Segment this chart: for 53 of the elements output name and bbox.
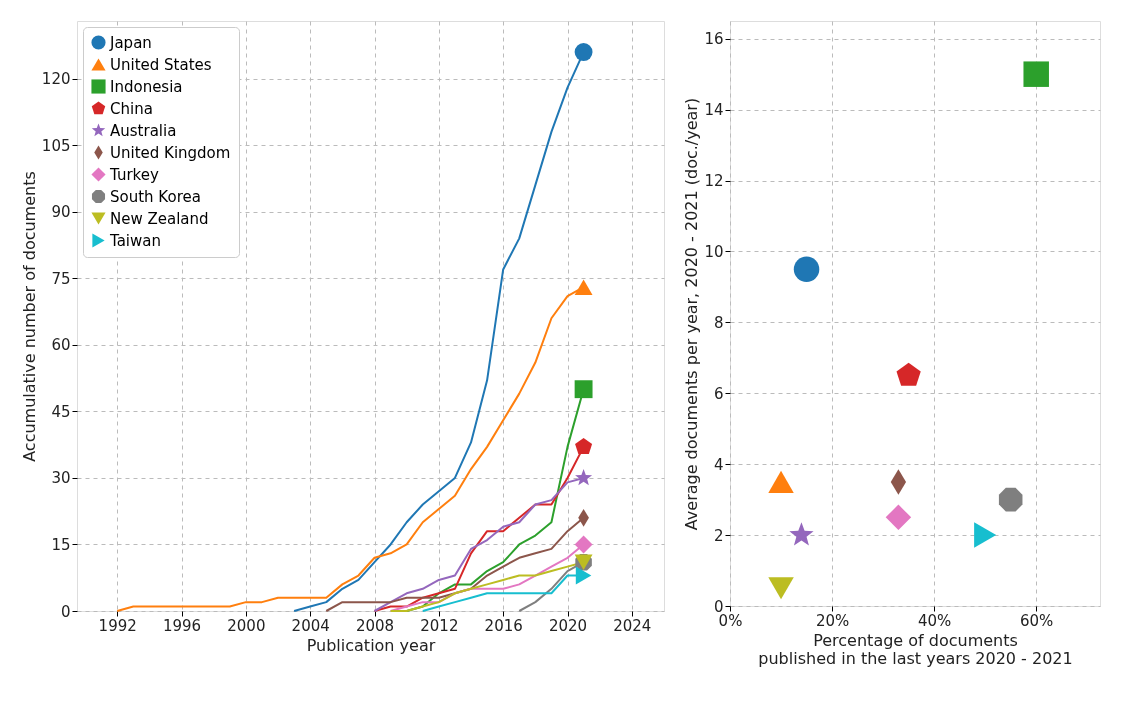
x-tick-label: 2000	[227, 616, 266, 635]
point	[768, 577, 794, 600]
y-tick-label: 30	[51, 469, 71, 488]
point	[793, 256, 820, 282]
point	[1023, 61, 1049, 87]
y-axis-title: Accumulative number of documents	[19, 171, 39, 462]
y-tick-label: 10	[704, 242, 724, 261]
y-tick-label: 4	[713, 455, 724, 474]
x-tick-label: 1996	[162, 616, 202, 635]
point	[885, 504, 912, 531]
y-tick-label: 60	[51, 336, 71, 355]
legend-label: South Korea	[110, 187, 201, 206]
x-tick-label: 1992	[98, 616, 137, 635]
x-tick-label: 2020	[548, 616, 588, 635]
x-tick-label: 20%	[815, 611, 850, 630]
legend-label: United States	[110, 55, 212, 74]
x-tick-label: 2012	[420, 616, 459, 635]
point	[998, 487, 1023, 512]
x-tick-label: 40%	[917, 611, 952, 630]
y-axis-title: Average documents per year, 2020 - 2021 (doc./year)	[682, 97, 702, 531]
y-tick-label: 2	[713, 526, 724, 545]
point	[789, 522, 814, 546]
y-tick-label: 75	[51, 269, 71, 288]
x-tick-label: 2024	[613, 616, 652, 635]
x-axis-title: Publication year	[306, 635, 436, 655]
legend-label: Australia	[110, 121, 177, 140]
y-tick-label: 90	[51, 203, 71, 222]
y-tick-label: 12	[704, 172, 724, 191]
y-tick-label: 120	[41, 70, 71, 89]
y-tick-label: 15	[51, 535, 71, 554]
y-tick-label: 14	[704, 101, 724, 120]
x-tick-label: 2004	[291, 616, 330, 635]
point	[768, 470, 794, 493]
y-tick-label: 16	[704, 30, 724, 49]
y-tick-label: 0	[60, 602, 71, 621]
x-tick-label: 60%	[1020, 611, 1054, 630]
y-tick-label: 6	[713, 384, 724, 403]
x-axis-title: Percentage of documents published in the last years 2020 - 2021	[758, 630, 1073, 668]
x-tick-label: 0%	[718, 611, 743, 630]
legend-label: Taiwan	[109, 231, 162, 250]
y-tick-label: 105	[41, 136, 71, 155]
legend-label: United Kingdom	[110, 143, 231, 162]
x-tick-label: 2016	[484, 616, 523, 635]
legend-label: Turkey	[109, 165, 159, 184]
x-tick-label: 2008	[355, 616, 395, 635]
point	[974, 522, 997, 548]
y-tick-label: 8	[713, 313, 724, 332]
legend-label: Japan	[109, 33, 152, 52]
y-tick-label: 45	[51, 402, 71, 421]
legend-label: New Zealand	[110, 209, 209, 228]
legend-label: China	[110, 99, 153, 118]
point	[896, 362, 921, 386]
legend-label: Indonesia	[110, 77, 183, 96]
